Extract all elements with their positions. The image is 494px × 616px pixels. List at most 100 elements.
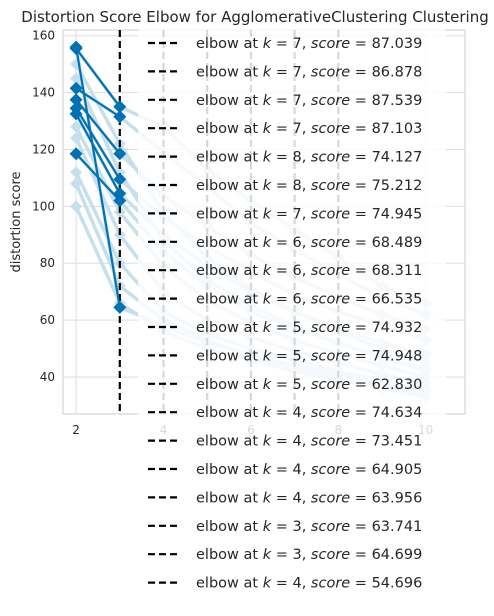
legend-text-part: , <box>302 292 311 308</box>
legend-text-part: 62.830 <box>372 377 423 393</box>
legend-text-part: 5 <box>292 320 301 336</box>
series-marker <box>113 110 127 124</box>
legend-text-part: k <box>263 434 272 450</box>
legend-label: elbow at k = 4, score = 73.451 <box>196 434 422 450</box>
legend-text-part: , <box>302 490 311 506</box>
legend-text-part: = <box>350 178 371 194</box>
legend-text-part: , <box>302 576 311 592</box>
legend-text-part: = <box>350 547 371 563</box>
series-line <box>75 107 121 180</box>
legend-text-part: score <box>311 519 350 535</box>
legend-text-part: = <box>271 206 292 222</box>
legend-text-part: 87.103 <box>372 121 423 137</box>
legend-text-part: 6 <box>292 235 301 251</box>
legend-label: elbow at k = 6, score = 68.311 <box>196 263 422 279</box>
legend-text-part: 7 <box>292 64 301 80</box>
legend-text-part: score <box>311 320 350 336</box>
legend-text-part: elbow at <box>196 320 263 336</box>
legend-label: elbow at k = 3, score = 64.699 <box>196 547 422 563</box>
legend-text-part: 8 <box>292 150 301 166</box>
legend-text-part: score <box>311 348 350 364</box>
legend-text-part: score <box>311 263 350 279</box>
legend-text-part: elbow at <box>196 93 263 109</box>
legend-label: elbow at k = 4, score = 63.956 <box>196 490 422 506</box>
legend-text-part: k <box>263 178 272 194</box>
legend-text-part: score <box>311 292 350 308</box>
legend-text-part: elbow at <box>196 377 263 393</box>
legend-text-part: = <box>350 235 371 251</box>
legend-text-part: = <box>271 263 292 279</box>
legend-text-part: k <box>263 547 272 563</box>
legend-text-part: 74.634 <box>372 405 423 421</box>
legend-label: elbow at k = 4, score = 74.634 <box>196 405 422 421</box>
legend-text-part: 74.932 <box>372 320 423 336</box>
legend-label: elbow at k = 7, score = 74.945 <box>196 206 422 222</box>
legend-text-part: k <box>263 519 272 535</box>
legend-text-part: k <box>263 93 272 109</box>
legend-text-part: 75.212 <box>372 178 423 194</box>
legend-text-part: 74.948 <box>372 348 423 364</box>
legend-text-part: k <box>263 150 272 166</box>
legend-text-part: score <box>311 93 350 109</box>
legend-text-part: 4 <box>292 490 301 506</box>
legend-text-part: = <box>271 150 292 166</box>
legend-text-part: = <box>271 64 292 80</box>
legend-label: elbow at k = 3, score = 63.741 <box>196 519 422 535</box>
legend-text-part: = <box>350 121 371 137</box>
legend-text-part: k <box>263 405 272 421</box>
legend-label: elbow at k = 7, score = 87.039 <box>196 36 422 52</box>
legend-text-part: elbow at <box>196 263 263 279</box>
legend-text-part: , <box>302 150 311 166</box>
y-tick-label: 140 <box>32 86 55 100</box>
legend-text-part: score <box>311 36 350 52</box>
legend-text-part: 7 <box>292 36 301 52</box>
legend-text-part: , <box>302 178 311 194</box>
series-marker <box>113 147 127 161</box>
legend-text-part: , <box>302 547 311 563</box>
faded-series-marker <box>70 72 83 85</box>
legend-text-part: = <box>271 348 292 364</box>
legend-text-part: k <box>263 263 272 279</box>
legend-label: elbow at k = 5, score = 62.830 <box>196 377 422 393</box>
legend-text-part: k <box>263 206 272 222</box>
legend-text-part: = <box>271 462 292 478</box>
legend-text-part: = <box>350 292 371 308</box>
legend-text-part: elbow at <box>196 462 263 478</box>
series-marker <box>113 100 127 114</box>
faded-series-marker <box>70 200 83 213</box>
series-marker <box>113 194 127 208</box>
faded-series-marker <box>70 132 83 145</box>
legend-text-part: 4 <box>292 434 301 450</box>
legend-text-part: k <box>263 36 272 52</box>
legend-text-part: elbow at <box>196 576 263 592</box>
series-line <box>75 47 121 108</box>
series-marker <box>113 300 127 314</box>
legend-text-part: elbow at <box>196 64 263 80</box>
legend-text-part: 5 <box>292 377 301 393</box>
bold-series-group <box>69 40 127 314</box>
legend-text-part: k <box>263 320 272 336</box>
legend-text-part: score <box>311 490 350 506</box>
legend-text-part: , <box>302 519 311 535</box>
y-tick-labels: 40 60 80 100 120 140 160 <box>32 29 55 384</box>
legend-text-part: 68.311 <box>372 263 423 279</box>
legend-text-part: = <box>271 320 292 336</box>
y-tick-label: 160 <box>32 29 55 43</box>
legend-text-part: elbow at <box>196 121 263 137</box>
legend-text-part: elbow at <box>196 150 263 166</box>
legend-text-part: = <box>271 121 292 137</box>
legend-text-part: 74.945 <box>372 206 423 222</box>
legend-text-part: score <box>311 235 350 251</box>
legend-text-part: score <box>311 121 350 137</box>
legend-text-part: 87.039 <box>372 36 423 52</box>
legend-text-part: = <box>350 377 371 393</box>
legend-text-part: = <box>350 490 371 506</box>
series-marker <box>69 40 83 54</box>
legend-text-part: elbow at <box>196 178 263 194</box>
legend-text-part: = <box>271 434 292 450</box>
legend-text-part: 4 <box>292 576 301 592</box>
legend-text-part: score <box>311 377 350 393</box>
legend-text-part: , <box>302 64 311 80</box>
